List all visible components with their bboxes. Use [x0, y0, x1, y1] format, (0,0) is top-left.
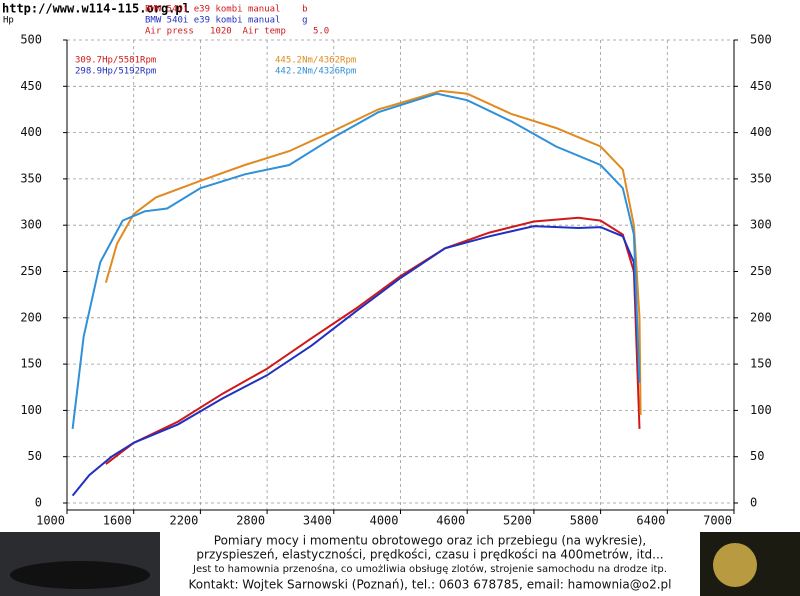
x-tick-label: 6400	[636, 514, 665, 528]
x-tick-label: 5200	[503, 514, 532, 528]
y-tick-label: 350	[20, 171, 42, 185]
y-tick-label: 450	[20, 79, 42, 93]
x-tick-label: 4000	[370, 514, 399, 528]
header-line: Air press 1020 Air temp 5.0	[145, 27, 329, 37]
y2-tick-label: 150	[750, 357, 772, 371]
y2-tick-label: 100	[750, 403, 772, 417]
car-photo-shape	[10, 561, 150, 589]
y2-tick-label: 400	[750, 125, 772, 139]
x-tick-label: 5800	[570, 514, 599, 528]
series-line	[71, 225, 641, 497]
legend-entry: 298.9Hp/5192Rpm	[75, 67, 156, 77]
legend-entry: 445.2Nm/4362Rpm	[275, 56, 356, 66]
y2-tick-label: 250	[750, 264, 772, 278]
y-tick-label: 150	[20, 357, 42, 371]
x-tick-label: 3400	[303, 514, 332, 528]
header-line: BMW 540i e39 kombi manual g	[145, 16, 308, 26]
y2-tick-label: 0	[750, 496, 757, 510]
y2-tick-label: 300	[750, 218, 772, 232]
header-line: BMW 540i e39 kombi manual b	[145, 5, 308, 15]
banner-text: przyspieszeń, elastyczności, prędkości, …	[196, 548, 663, 562]
y-tick-label: 200	[20, 310, 42, 324]
x-tick-label: 7000	[703, 514, 732, 528]
y-tick-label: 300	[20, 218, 42, 232]
y-tick-label: 250	[20, 264, 42, 278]
y-tick-label: 100	[20, 403, 42, 417]
legend-entry: 442.2Nm/4326Rpm	[275, 67, 356, 77]
banner-text: Kontakt: Wojtek Sarnowski (Poznań), tel.…	[189, 578, 672, 592]
wheel-photo-shape	[713, 543, 757, 587]
y-tick-label: 500	[20, 33, 42, 47]
y2-tick-label: 200	[750, 310, 772, 324]
y-tick-label: 400	[20, 125, 42, 139]
series-line	[104, 89, 642, 416]
y-tick-label: 0	[35, 496, 42, 510]
banner-text: Jest to hamownia przenośna, co umożliwia…	[192, 563, 667, 575]
y-tick-label: 50	[28, 449, 42, 463]
x-tick-label: 1000	[36, 514, 65, 528]
series-line	[105, 216, 641, 465]
x-tick-label: 2800	[236, 514, 265, 528]
y2-tick-label: 350	[750, 171, 772, 185]
series-line	[71, 92, 641, 430]
y-axis-label: Hp	[3, 16, 14, 26]
y2-tick-label: 50	[750, 449, 764, 463]
x-tick-label: 2200	[169, 514, 198, 528]
y2-tick-label: 500	[750, 33, 772, 47]
url: http://www.w114-115.org.pl	[2, 2, 190, 16]
banner-text: Pomiary mocy i momentu obrotowego oraz i…	[214, 534, 646, 548]
y2-tick-label: 450	[750, 79, 772, 93]
x-tick-label: 1600	[103, 514, 132, 528]
x-tick-label: 4600	[436, 514, 465, 528]
legend-entry: 309.7Hp/5581Rpm	[75, 56, 156, 66]
